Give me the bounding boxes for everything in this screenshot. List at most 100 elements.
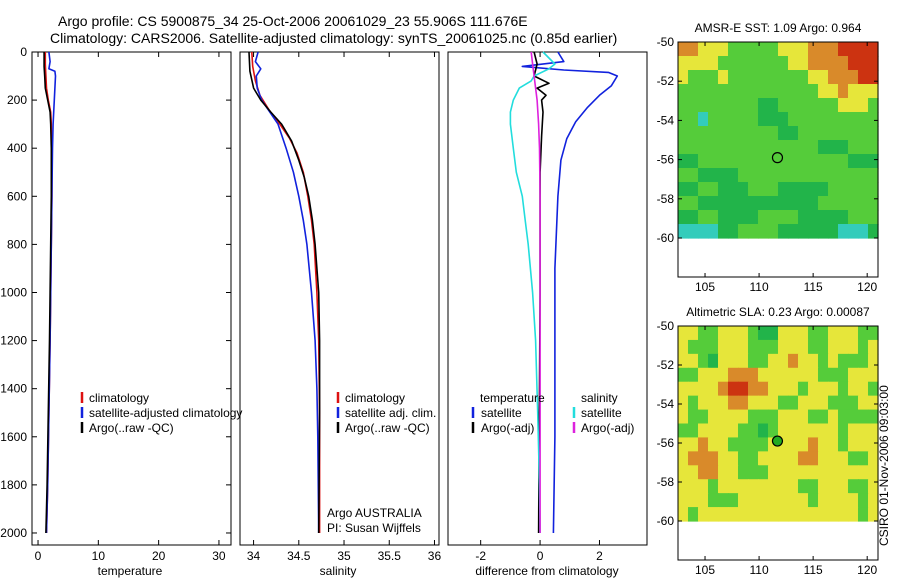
legend-label: satellite bbox=[481, 406, 522, 420]
heatmap-cell bbox=[808, 224, 819, 239]
heatmap-cell bbox=[728, 182, 739, 197]
heatmap-cell bbox=[708, 409, 719, 425]
heatmap-cell bbox=[768, 409, 779, 425]
heatmap-cell bbox=[868, 210, 879, 225]
y-tick-label: 400 bbox=[7, 141, 27, 155]
heatmap-cell bbox=[868, 182, 879, 197]
heatmap-cell bbox=[688, 84, 699, 99]
x-tick-label: 120 bbox=[857, 280, 877, 294]
legend-header-salinity: salinity bbox=[581, 391, 618, 405]
heatmap-cell bbox=[838, 182, 849, 197]
heatmap-cell bbox=[688, 182, 699, 197]
heatmap-cell bbox=[748, 70, 759, 85]
heatmap-cell bbox=[698, 395, 709, 411]
heatmap-cell bbox=[868, 154, 879, 169]
heatmap-cell bbox=[828, 479, 839, 494]
heatmap-cell bbox=[798, 451, 809, 466]
sst-map: 105 110 115 120 -50 -52 -54 -56 -58 -60 bbox=[657, 35, 879, 294]
y-tick-label: -60 bbox=[657, 231, 675, 245]
heatmap-cell bbox=[708, 70, 719, 85]
heatmap-cell bbox=[798, 493, 809, 508]
heatmap-cell bbox=[808, 70, 819, 85]
heatmap-cell bbox=[688, 210, 699, 225]
x-tick-label: 105 bbox=[695, 563, 715, 577]
heatmap-cell bbox=[828, 423, 839, 439]
heatmap-cell bbox=[688, 507, 699, 522]
heatmap-cell bbox=[758, 339, 769, 355]
heatmap-cell bbox=[858, 84, 869, 99]
heatmap-cell bbox=[798, 326, 809, 341]
heatmap-cell bbox=[788, 479, 799, 494]
heatmap-cell bbox=[868, 381, 879, 397]
heatmap-cell bbox=[778, 367, 789, 383]
heatmap-cell bbox=[688, 493, 699, 508]
heatmap-cell bbox=[868, 98, 879, 113]
y-tick-label: -60 bbox=[657, 514, 675, 528]
heatmap-cell bbox=[688, 395, 699, 411]
heatmap-cell bbox=[868, 126, 879, 141]
heatmap-cell bbox=[788, 112, 799, 127]
heatmap-cell bbox=[828, 210, 839, 225]
heatmap-cell bbox=[768, 112, 779, 127]
heatmap-cell bbox=[868, 84, 879, 99]
heatmap-cell bbox=[728, 423, 739, 439]
heatmap-cell bbox=[738, 479, 749, 494]
heatmap-cell bbox=[818, 210, 829, 225]
heatmap-cell bbox=[688, 479, 699, 494]
heatmap-cell bbox=[678, 353, 689, 369]
heatmap-cell bbox=[708, 42, 719, 57]
heatmap-cell bbox=[828, 182, 839, 197]
heatmap-cell bbox=[768, 210, 779, 225]
legend-label: satellite-adjusted climatology bbox=[89, 406, 242, 420]
heatmap-cell bbox=[698, 507, 709, 522]
heatmap-cell bbox=[828, 126, 839, 141]
salinity-annotation-1: Argo AUSTRALIA bbox=[327, 506, 422, 520]
sla-map-title: Altimetric SLA: 0.23 Argo: 0.00087 bbox=[686, 305, 870, 319]
heatmap-cell bbox=[678, 154, 689, 169]
heatmap-cell bbox=[758, 326, 769, 341]
salinity-annotation-2: PI: Susan Wijffels bbox=[327, 521, 421, 535]
heatmap-cell bbox=[788, 409, 799, 425]
heatmap-cell bbox=[778, 423, 789, 439]
heatmap-cell bbox=[768, 326, 779, 341]
heatmap-cell bbox=[708, 451, 719, 466]
heatmap-cell bbox=[858, 451, 869, 466]
heatmap-cell bbox=[848, 196, 859, 211]
heatmap-cell bbox=[718, 353, 729, 369]
heatmap-cell bbox=[728, 326, 739, 341]
difference-plot: -2 0 2 bbox=[475, 51, 619, 563]
salinity-plot: 34 34.5 35 35.5 36 bbox=[247, 51, 441, 563]
heatmap-cell bbox=[828, 168, 839, 183]
heatmap-cell bbox=[778, 507, 789, 522]
difference-legend: temperature salinity satellite Argo(-adj… bbox=[471, 391, 634, 435]
heatmap-cell bbox=[728, 507, 739, 522]
heatmap-cell bbox=[798, 112, 809, 127]
heatmap-cell bbox=[698, 210, 709, 225]
heatmap-cell bbox=[718, 451, 729, 466]
heatmap-cell bbox=[828, 465, 839, 480]
difference-xlabel: difference from climatology bbox=[475, 564, 618, 578]
heatmap-cell bbox=[778, 182, 789, 197]
series-line-salinity-argo-adj bbox=[530, 51, 541, 533]
heatmap-cell bbox=[708, 326, 719, 341]
heatmap-cell bbox=[788, 224, 799, 239]
heatmap-cell bbox=[758, 98, 769, 113]
x-tick-label: 2 bbox=[596, 549, 603, 563]
legend-header-temperature: temperature bbox=[480, 391, 545, 405]
heatmap-cell bbox=[798, 210, 809, 225]
heatmap-cell bbox=[798, 367, 809, 383]
heatmap-cell bbox=[818, 353, 829, 369]
heatmap-cell bbox=[808, 42, 819, 57]
heatmap-cell bbox=[848, 367, 859, 383]
heatmap-cell bbox=[678, 423, 689, 439]
heatmap-cell bbox=[818, 98, 829, 113]
heatmap-cell bbox=[688, 168, 699, 183]
heatmap-cell bbox=[838, 140, 849, 155]
heatmap-cell bbox=[818, 56, 829, 71]
heatmap-cell bbox=[688, 154, 699, 169]
heatmap-cell bbox=[808, 326, 819, 341]
heatmap-cell bbox=[678, 56, 689, 71]
heatmap-cell bbox=[718, 84, 729, 99]
heatmap-cell bbox=[748, 168, 759, 183]
heatmap-cell bbox=[838, 326, 849, 341]
